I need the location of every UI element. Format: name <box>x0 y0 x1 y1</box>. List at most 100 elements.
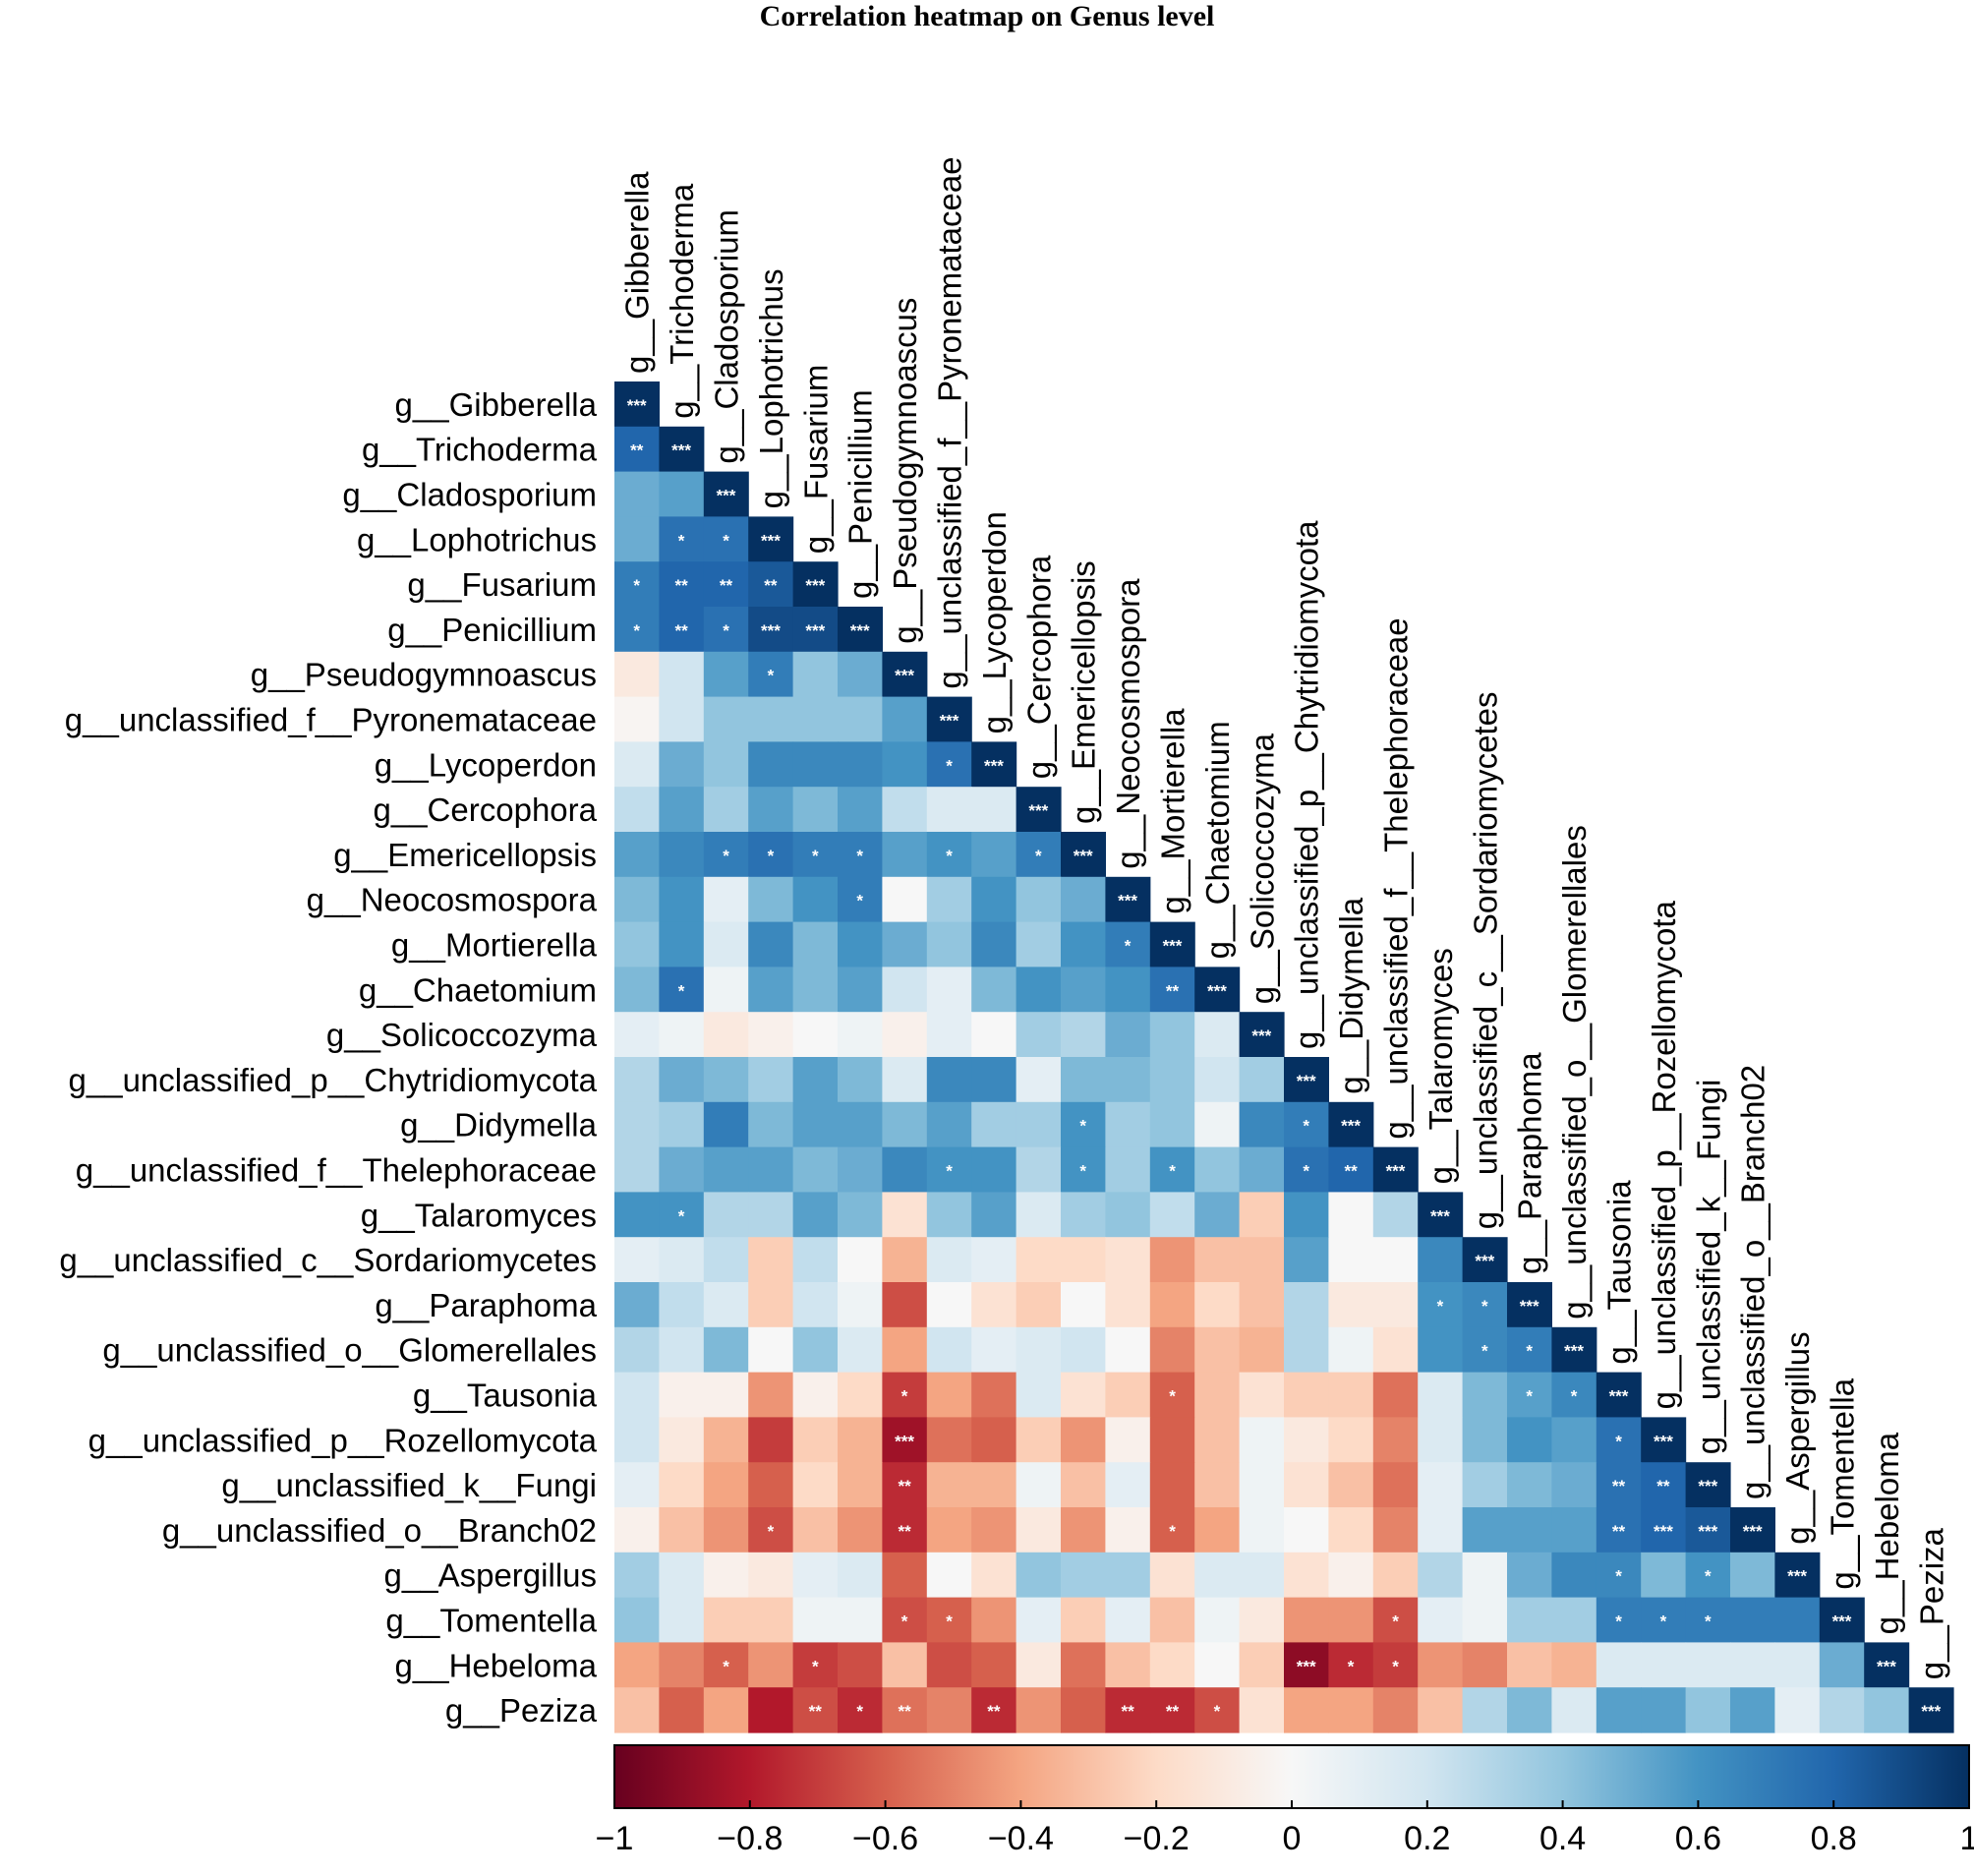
heatmap-cell <box>1149 1057 1195 1103</box>
heatmap-cell <box>703 1326 749 1374</box>
significance-marker: *** <box>850 621 870 640</box>
heatmap-cell <box>838 741 883 788</box>
heatmap-cell <box>1239 1372 1285 1418</box>
heatmap-cell <box>882 967 928 1013</box>
heatmap-cell <box>1149 1597 1195 1643</box>
heatmap-cell <box>1284 1192 1329 1238</box>
column-label: g__unclassified_k__Fungi <box>1690 1080 1726 1455</box>
row-label: g__Lophotrichus <box>357 521 597 557</box>
heatmap-cell <box>1328 1237 1374 1283</box>
heatmap-cell <box>1061 1507 1106 1554</box>
heatmap-cell <box>1372 1597 1419 1643</box>
heatmap-cell <box>1284 1146 1329 1193</box>
heatmap-cell <box>1016 876 1062 923</box>
heatmap-cell <box>926 1237 972 1283</box>
heatmap-cell <box>1418 1507 1464 1554</box>
heatmap-cell <box>1372 1146 1419 1193</box>
heatmap-cell <box>659 1687 705 1733</box>
heatmap-cell <box>659 1012 705 1058</box>
heatmap-cell <box>926 1057 972 1103</box>
column-label: g__Chaetomium <box>1199 721 1236 959</box>
heatmap-cell <box>748 1237 794 1283</box>
heatmap-cell <box>748 1417 794 1463</box>
significance-marker: *** <box>717 487 736 505</box>
heatmap-cell <box>838 1192 883 1238</box>
heatmap-cell <box>1462 1597 1508 1643</box>
heatmap-cell <box>971 832 1017 878</box>
heatmap-cell <box>659 921 705 967</box>
heatmap-cell <box>1328 1687 1374 1733</box>
heatmap-cell <box>748 1462 794 1508</box>
heatmap-cell <box>703 1101 749 1148</box>
colorbar-tick-label: −0.4 <box>988 1820 1054 1857</box>
heatmap-cell <box>1016 1687 1062 1733</box>
heatmap-cell <box>614 696 660 742</box>
significance-marker: *** <box>805 621 825 640</box>
heatmap-cell <box>926 1101 972 1148</box>
heatmap-cell <box>1016 1057 1062 1103</box>
significance-marker: *** <box>1743 1522 1763 1541</box>
row-label: g__unclassified_p__Chytridiomycota <box>69 1062 598 1098</box>
column-label: g__Cercophora <box>1020 555 1057 779</box>
significance-marker: * <box>1615 1432 1622 1450</box>
heatmap-cell <box>1372 1372 1419 1418</box>
heatmap-cell <box>882 832 928 878</box>
column-label: g__Didymella <box>1333 897 1369 1094</box>
heatmap-cell <box>838 1282 883 1328</box>
heatmap-cells <box>614 381 1954 1733</box>
heatmap-cell <box>1507 1597 1552 1643</box>
heatmap-cell <box>882 1237 928 1283</box>
heatmap-cell <box>614 1326 660 1374</box>
significance-marker: *** <box>1251 1026 1271 1045</box>
heatmap-cell <box>1016 1372 1062 1418</box>
heatmap-cell <box>971 1192 1017 1238</box>
heatmap-cell <box>1105 1462 1151 1508</box>
heatmap-cell <box>1328 1326 1374 1374</box>
heatmap-cell <box>1194 1687 1241 1733</box>
heatmap-cell <box>748 1012 794 1058</box>
heatmap-cell <box>1685 1507 1731 1554</box>
heatmap-cell <box>1239 1146 1285 1193</box>
row-label: g__Tomentella <box>385 1603 597 1639</box>
colorbar-tick-label: 0.4 <box>1539 1820 1586 1857</box>
heatmap-cell <box>971 876 1017 923</box>
heatmap-cell <box>1685 1597 1731 1643</box>
heatmap-cell <box>792 561 839 608</box>
heatmap-cell <box>1685 1687 1731 1733</box>
row-label: g__unclassified_f__Thelephoraceae <box>76 1152 597 1189</box>
heatmap-cell <box>1016 921 1062 967</box>
colorbar-tick-label: 0 <box>1283 1820 1302 1857</box>
heatmap-cell <box>614 561 660 608</box>
row-label: g__Cladosporium <box>342 477 597 513</box>
heatmap-cell <box>614 1146 660 1193</box>
column-label: g__Peziza <box>1913 1527 1949 1679</box>
heatmap-cell <box>614 381 660 428</box>
heatmap-cell <box>748 561 794 608</box>
heatmap-cell <box>926 741 972 788</box>
significance-marker: * <box>633 621 640 640</box>
heatmap-cell <box>1596 1597 1642 1643</box>
significance-marker: ** <box>898 1522 911 1541</box>
heatmap-cell <box>1239 1326 1285 1374</box>
heatmap-cell <box>1685 1462 1731 1508</box>
heatmap-cell <box>1105 1012 1151 1058</box>
heatmap-cell <box>703 967 749 1013</box>
significance-marker: *** <box>761 621 781 640</box>
heatmap-cell <box>838 1552 883 1599</box>
column-label: g__Talaromyces <box>1422 948 1459 1184</box>
heatmap-cell <box>1328 1282 1374 1328</box>
heatmap-cell <box>1864 1642 1910 1688</box>
heatmap-cell <box>1730 1552 1775 1599</box>
significance-marker: * <box>768 1522 775 1541</box>
heatmap-cell <box>1105 1282 1151 1328</box>
heatmap-cell <box>971 1462 1017 1508</box>
column-label: g__unclassified_o__Branch02 <box>1735 1065 1771 1499</box>
heatmap-cell <box>1239 1687 1285 1733</box>
significance-marker: * <box>1035 847 1042 865</box>
heatmap-cell <box>1507 1552 1552 1599</box>
heatmap-cell <box>1418 1417 1464 1463</box>
heatmap-cell <box>882 1462 928 1508</box>
heatmap-cell <box>971 1597 1017 1643</box>
row-labels: g__Gibberella g__Trichoderma g__Cladospori… <box>59 386 597 1729</box>
heatmap-cell <box>971 1326 1017 1374</box>
